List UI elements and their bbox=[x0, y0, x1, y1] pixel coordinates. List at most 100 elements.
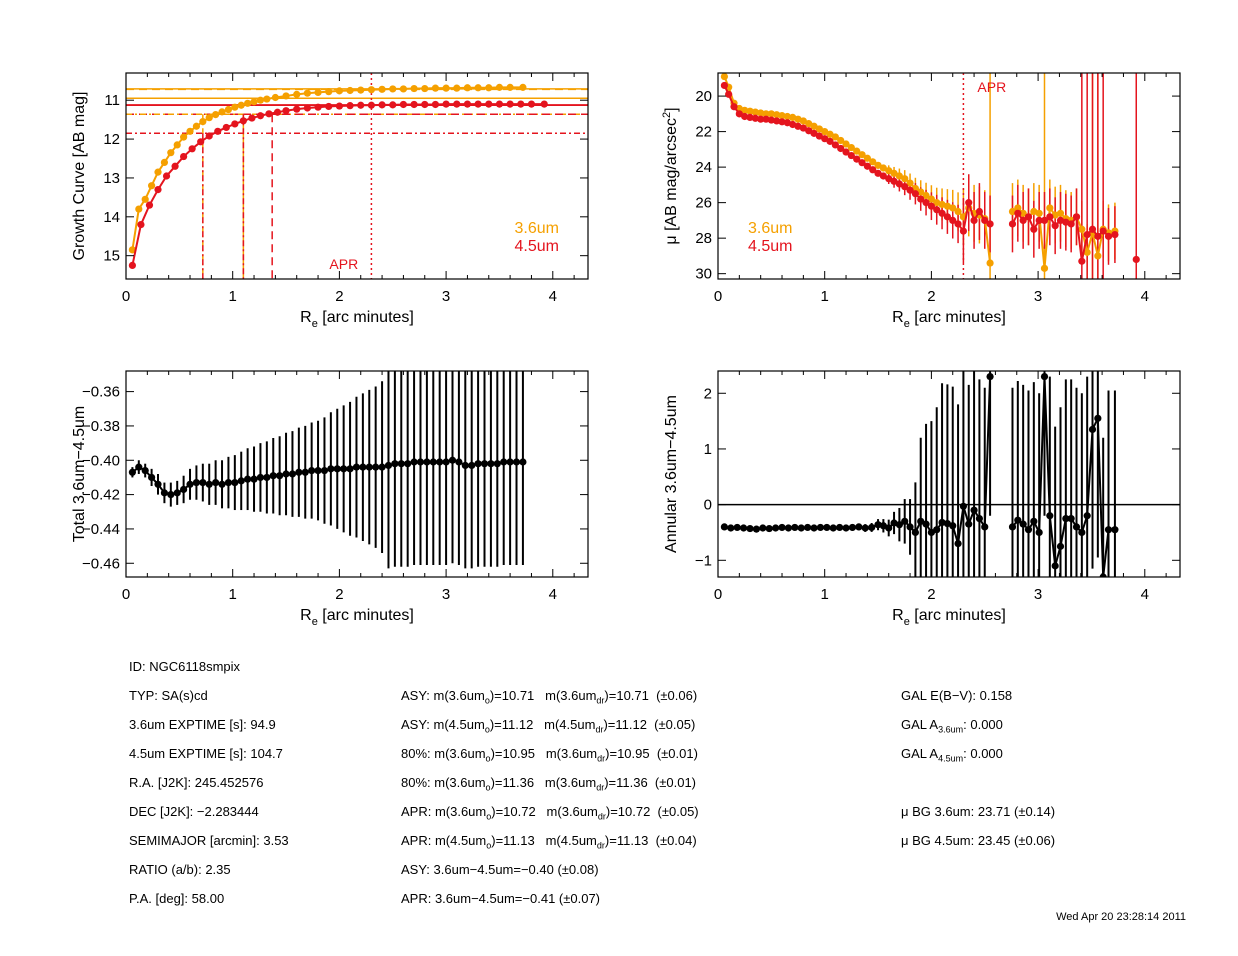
data-point bbox=[404, 460, 412, 468]
data-point bbox=[735, 110, 743, 118]
data-point bbox=[869, 166, 877, 174]
data-point bbox=[423, 458, 431, 466]
data-point bbox=[359, 463, 367, 471]
y-tick-label: −0.46 bbox=[82, 555, 120, 572]
data-point bbox=[367, 101, 376, 109]
data-point bbox=[831, 133, 839, 141]
data-point bbox=[269, 472, 277, 480]
data-point bbox=[1104, 526, 1113, 534]
data-point bbox=[746, 113, 754, 121]
data-point bbox=[480, 460, 489, 468]
data-point bbox=[842, 524, 850, 532]
data-point bbox=[1035, 528, 1043, 537]
data-point bbox=[868, 523, 876, 532]
data-point bbox=[288, 470, 297, 478]
x-tick-label: 3 bbox=[442, 288, 450, 305]
data-point bbox=[791, 523, 799, 532]
data-point bbox=[1040, 264, 1049, 272]
data-point bbox=[1051, 562, 1059, 570]
data-point bbox=[320, 466, 329, 475]
data-point bbox=[199, 117, 207, 126]
data-point bbox=[128, 261, 137, 269]
data-point bbox=[986, 372, 994, 381]
data-point bbox=[485, 100, 493, 108]
y-tick-label: 13 bbox=[103, 170, 120, 187]
data-point bbox=[1088, 225, 1097, 233]
data-point bbox=[906, 179, 914, 187]
data-point bbox=[826, 130, 834, 138]
data-point bbox=[815, 132, 823, 140]
data-point bbox=[1014, 204, 1022, 212]
x-tick-label: 1 bbox=[229, 288, 237, 305]
data-point bbox=[527, 100, 536, 108]
data-point bbox=[162, 172, 171, 180]
data-point bbox=[741, 106, 749, 114]
data-point bbox=[885, 167, 893, 175]
data-point bbox=[762, 115, 770, 123]
data-point bbox=[455, 458, 463, 466]
y-tick-label: 12 bbox=[103, 131, 120, 148]
data-point bbox=[128, 246, 137, 254]
x-tick-label: 4 bbox=[549, 586, 557, 603]
data-point bbox=[1035, 216, 1043, 224]
data-point bbox=[895, 172, 903, 180]
legend-45: 4.5um bbox=[748, 238, 792, 255]
data-point bbox=[922, 520, 930, 528]
data-point bbox=[981, 216, 989, 224]
data-point bbox=[474, 100, 482, 108]
data-point bbox=[895, 521, 903, 529]
gal-a36: GAL A3.6um: 0.000 bbox=[901, 717, 1003, 735]
data-point bbox=[173, 489, 181, 497]
data-point bbox=[314, 103, 322, 111]
data-point bbox=[911, 190, 919, 198]
data-point bbox=[378, 85, 386, 93]
data-point bbox=[421, 100, 429, 109]
data-point bbox=[874, 161, 882, 169]
data-point bbox=[517, 100, 525, 108]
data-point bbox=[933, 526, 941, 534]
data-point bbox=[389, 101, 397, 109]
y-tick-label: −0.42 bbox=[82, 487, 120, 504]
data-point bbox=[746, 107, 754, 115]
data-point bbox=[303, 89, 311, 97]
data-point bbox=[410, 84, 418, 93]
x-tick-label: 0 bbox=[714, 288, 722, 305]
data-point bbox=[244, 99, 252, 107]
plot-frame bbox=[717, 72, 1181, 280]
data-point bbox=[842, 148, 850, 156]
data-point bbox=[720, 81, 729, 90]
data-point bbox=[431, 84, 440, 92]
data-point bbox=[949, 204, 957, 212]
data-point bbox=[783, 112, 791, 121]
data-point bbox=[752, 525, 761, 533]
data-point bbox=[487, 460, 495, 468]
x-tick-label: 0 bbox=[714, 586, 722, 603]
data-point bbox=[1083, 231, 1091, 239]
data-point bbox=[970, 216, 978, 224]
timestamp: Wed Apr 20 23:28:14 2011 bbox=[1056, 911, 1186, 923]
data-point bbox=[773, 117, 781, 125]
data-point bbox=[885, 524, 893, 532]
data-point bbox=[128, 468, 137, 476]
y-tick-label: 1 bbox=[704, 441, 712, 458]
plot-frame bbox=[717, 370, 1181, 578]
x-tick-label: 1 bbox=[229, 586, 237, 603]
exptime-36: 3.6um EXPTIME [s]: 94.9 bbox=[129, 717, 276, 732]
mag-row: 80%: m(3.6umo)=10.95 m(3.6umdr)=10.95 (±… bbox=[401, 746, 698, 764]
data-point bbox=[1132, 255, 1140, 264]
data-point bbox=[1104, 232, 1113, 240]
data-point bbox=[917, 517, 925, 525]
data-point bbox=[357, 101, 365, 109]
data-point bbox=[346, 465, 354, 473]
data-point bbox=[346, 86, 354, 95]
data-point bbox=[180, 485, 188, 494]
data-point bbox=[506, 458, 514, 466]
data-point bbox=[378, 101, 386, 109]
data-point bbox=[314, 466, 322, 475]
exptime-45: 4.5um EXPTIME [s]: 104.7 bbox=[129, 746, 283, 761]
data-point bbox=[180, 152, 188, 161]
bg-36: μ BG 3.6um: 23.71 (±0.14) bbox=[901, 804, 1056, 819]
x-tick-label: 2 bbox=[335, 586, 343, 603]
data-point bbox=[954, 539, 962, 548]
